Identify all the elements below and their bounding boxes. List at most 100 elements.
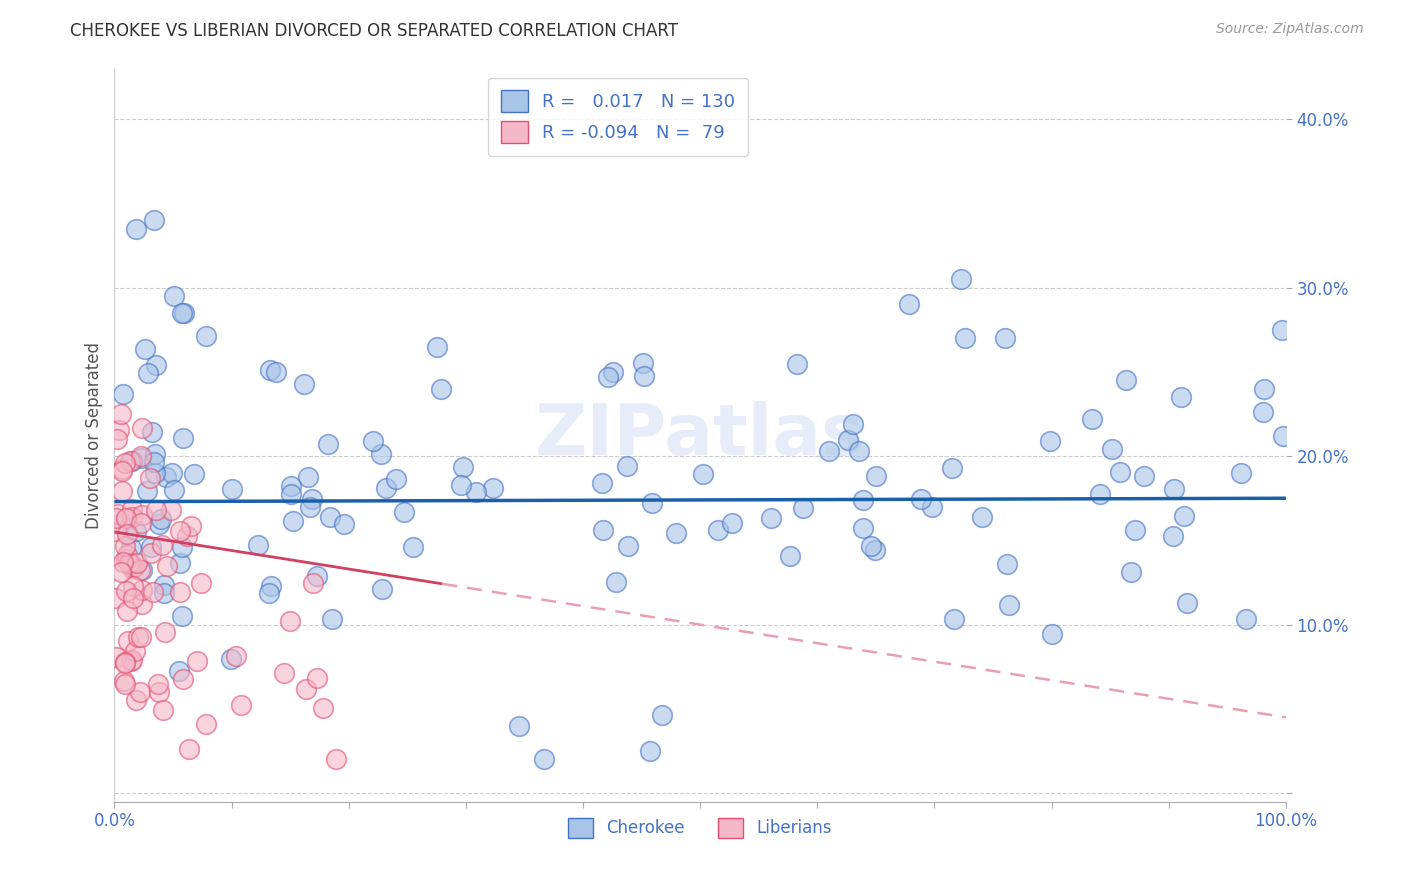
Point (1163, 529, 1185, 543)
Point (111, 483, 134, 498)
Y-axis label: Divorced or Separated: Divorced or Separated (86, 342, 103, 529)
Point (1133, 468, 1156, 483)
Point (120, 654, 142, 668)
Point (761, 511, 783, 525)
Point (281, 514, 304, 528)
Point (115, 604, 138, 618)
Point (266, 365, 288, 379)
Point (111, 461, 134, 475)
Point (112, 555, 135, 569)
Point (141, 425, 163, 440)
Point (114, 657, 136, 671)
Point (121, 653, 143, 667)
Point (707, 523, 730, 537)
Point (278, 615, 301, 629)
Point (1090, 486, 1112, 500)
Point (108, 423, 131, 437)
Point (1123, 523, 1146, 537)
Point (172, 431, 194, 445)
Point (143, 447, 166, 461)
Point (533, 752, 555, 766)
Point (143, 455, 166, 469)
Point (898, 297, 921, 311)
Point (129, 516, 152, 530)
Point (371, 582, 394, 596)
Point (1234, 612, 1257, 626)
Point (259, 363, 281, 377)
Point (122, 560, 145, 574)
Point (848, 443, 870, 458)
Point (143, 466, 166, 480)
Point (592, 523, 614, 537)
Point (172, 306, 194, 320)
Point (111, 464, 134, 478)
Point (333, 516, 356, 531)
Point (131, 583, 153, 598)
Point (641, 495, 664, 509)
Point (818, 444, 841, 458)
Point (394, 505, 416, 519)
Point (229, 698, 252, 713)
Point (190, 575, 212, 590)
Point (117, 548, 139, 562)
Point (721, 516, 744, 530)
Point (321, 612, 343, 626)
Point (121, 510, 143, 524)
Point (786, 357, 808, 371)
Point (605, 575, 627, 590)
Point (257, 586, 280, 600)
Point (312, 701, 335, 715)
Point (361, 434, 384, 448)
Point (105, 650, 128, 665)
Point (120, 541, 142, 556)
Point (194, 717, 217, 731)
Point (970, 510, 993, 524)
Point (121, 560, 143, 574)
Point (104, 511, 127, 525)
Point (602, 365, 624, 379)
Point (150, 538, 173, 552)
Point (121, 579, 143, 593)
Point (153, 586, 176, 600)
Point (131, 450, 153, 464)
Point (129, 630, 152, 644)
Point (616, 539, 638, 553)
Point (125, 524, 148, 538)
Point (148, 685, 170, 699)
Point (598, 370, 620, 384)
Point (145, 502, 167, 516)
Point (221, 483, 243, 497)
Point (141, 540, 163, 554)
Point (292, 377, 315, 392)
Point (1175, 597, 1198, 611)
Point (316, 437, 339, 451)
Point (110, 407, 132, 421)
Point (131, 508, 153, 522)
Point (852, 521, 875, 535)
Point (305, 569, 328, 583)
Point (129, 685, 152, 699)
Point (779, 549, 801, 564)
Point (1229, 466, 1251, 480)
Point (375, 481, 398, 495)
Point (114, 676, 136, 690)
Point (153, 578, 176, 592)
Point (1253, 382, 1275, 396)
Point (633, 369, 655, 384)
Point (1080, 411, 1102, 425)
Point (155, 470, 177, 484)
Point (105, 591, 128, 605)
Point (129, 451, 152, 466)
Point (127, 630, 149, 644)
Point (114, 656, 136, 670)
Point (135, 483, 157, 498)
Point (792, 500, 814, 515)
Point (170, 609, 193, 624)
Point (941, 461, 963, 475)
Point (1272, 428, 1295, 442)
Point (616, 458, 638, 473)
Point (464, 485, 486, 500)
Point (121, 454, 143, 468)
Point (219, 652, 242, 666)
Point (134, 342, 156, 356)
